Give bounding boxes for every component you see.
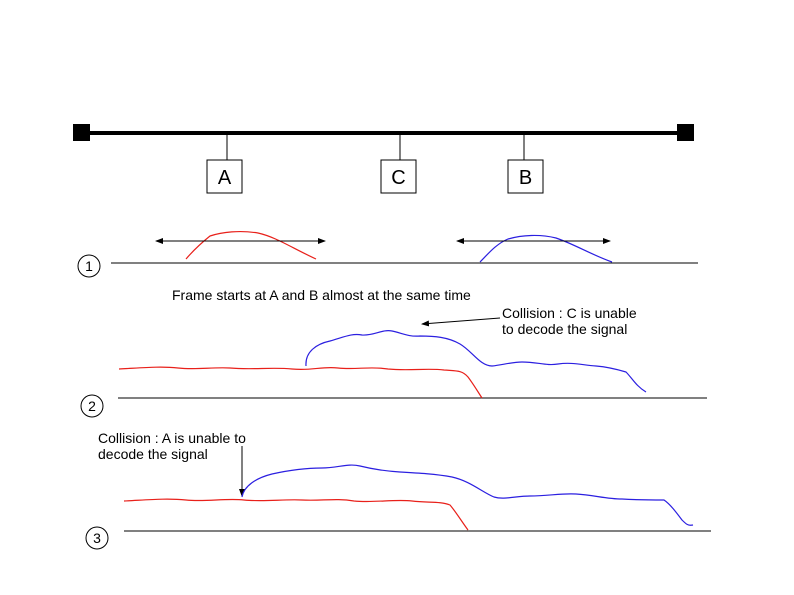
collision-a-caption-line1: Collision : A is unable to <box>98 430 246 446</box>
collision-a-caption-line2: decode the signal <box>98 446 208 462</box>
step-2: Collision : C is unable to decode the si… <box>80 305 707 418</box>
station-b-label: B <box>519 167 532 189</box>
step-1: 1 <box>77 230 698 278</box>
step-1-number: 1 <box>85 258 93 274</box>
step-3-signal-b <box>241 464 694 526</box>
frame-start-caption: Frame starts at A and B almost at the sa… <box>172 287 471 303</box>
step-1-marker <box>77 254 101 278</box>
bus-terminator-right <box>677 124 694 141</box>
collision-c-caption-line2: to decode the signal <box>502 321 627 337</box>
collision-c-caption-line1: Collision : C is unable <box>502 305 637 321</box>
station-c-box <box>380 159 417 194</box>
collision-c-pointer <box>421 317 501 327</box>
step-2-signal-a <box>118 366 483 399</box>
step-2-signal-b <box>305 330 647 393</box>
station-b-box <box>507 159 544 194</box>
step-2-number: 2 <box>88 398 96 414</box>
station-a-box <box>206 159 243 194</box>
step-3: Collision : A is unable to decode the si… <box>85 430 711 550</box>
step-1-signal-b <box>479 234 613 263</box>
step-3-number: 3 <box>93 530 101 546</box>
bus-terminator-left <box>73 124 90 141</box>
step-2-marker <box>80 394 104 418</box>
step-3-marker <box>85 526 109 550</box>
step-1-signal-a <box>185 230 317 260</box>
step-3-signal-a <box>123 498 469 531</box>
station-c-label: C <box>391 167 405 189</box>
bus: A C B <box>73 124 694 194</box>
station-a-label: A <box>218 167 232 189</box>
